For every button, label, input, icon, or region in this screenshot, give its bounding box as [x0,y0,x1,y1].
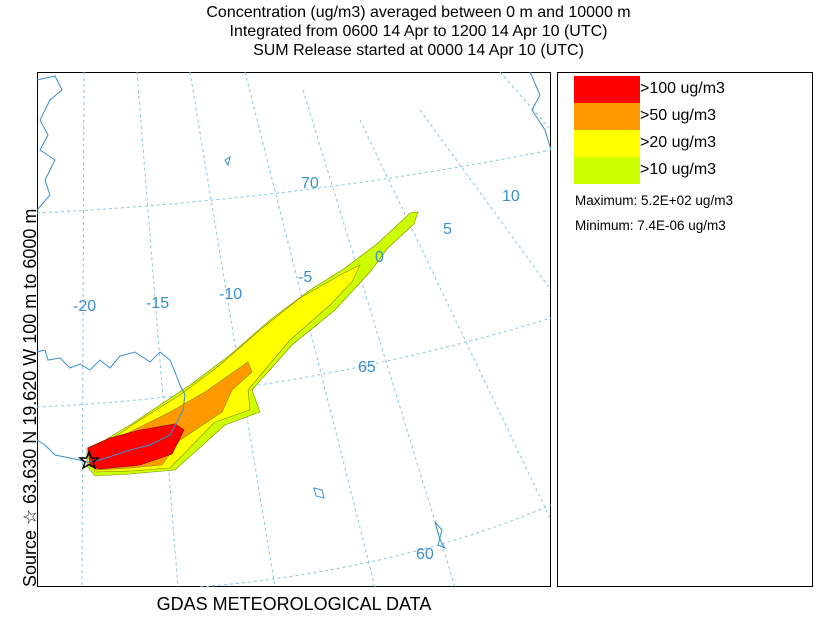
title-line-3: SUM Release started at 0000 14 Apr 10 (U… [253,42,584,59]
lat-line-70 [36,149,551,213]
lat-line-65 [36,317,551,407]
minimum-value: Minimum: 7.4E-06 ug/m3 [575,218,726,233]
lon-label: -5 [298,269,312,286]
legend-swatch-20 [574,130,640,157]
lat-line-60 [199,504,551,587]
lon-label: 5 [443,221,452,238]
lat-label: 70 [301,175,319,192]
legend-swatch-10 [574,157,640,184]
legend-label: >20 ug/m3 [640,134,717,151]
lon-line-0 [302,89,455,587]
legend-swatch-100 [574,76,640,103]
lon-line--10 [189,71,275,587]
coastline-island [223,155,231,166]
grid-labels: -20 -15 -10 -5 0 5 10 70 65 60 [73,175,520,563]
source-star-icon [77,449,100,470]
lon-label: -15 [146,295,169,312]
coastline-faroes [312,486,325,499]
legend-label: >100 ug/m3 [640,80,725,97]
lat-label: 60 [416,546,434,563]
lon-line--15 [136,71,178,587]
maximum-value: Maximum: 5.2E+02 ug/m3 [575,193,733,208]
legend-label: >50 ug/m3 [640,107,717,124]
plume [86,211,418,476]
lon-label: 0 [375,249,384,266]
lon-line-5 [359,119,551,520]
dispersion-map[interactable]: -20 -15 -10 -5 0 5 10 70 65 60 [36,71,551,587]
coastline-norway [529,71,551,150]
coastlines [36,71,551,549]
lon-line-15 [499,71,551,130]
legend-panel: >100 ug/m3 >50 ug/m3 >20 ug/m3 >10 ug/m3… [557,72,813,587]
coastline-shetland [434,521,446,549]
title-line-2: Integrated from 0600 14 Apr to 1200 14 A… [229,23,608,40]
coastline-iceland [36,348,186,463]
lat-label: 65 [358,359,376,376]
legend-label: >10 ug/m3 [640,161,717,178]
data-source-label: GDAS METEOROLOGICAL DATA [156,594,432,614]
lon-line-10 [419,109,551,290]
source-info-label: Source ☆ 63.630 N 19.620 W 100 m to 6000… [20,208,40,587]
coastline-greenland [36,74,63,210]
lon-label: -10 [219,286,242,303]
legend-swatch-50 [574,103,640,130]
lon-line--20 [81,71,84,587]
lon-label: -20 [73,298,96,315]
source-marker [77,449,100,470]
lon-label: 10 [502,188,520,205]
title-line-1: Concentration (ug/m3) averaged between 0… [206,4,631,21]
